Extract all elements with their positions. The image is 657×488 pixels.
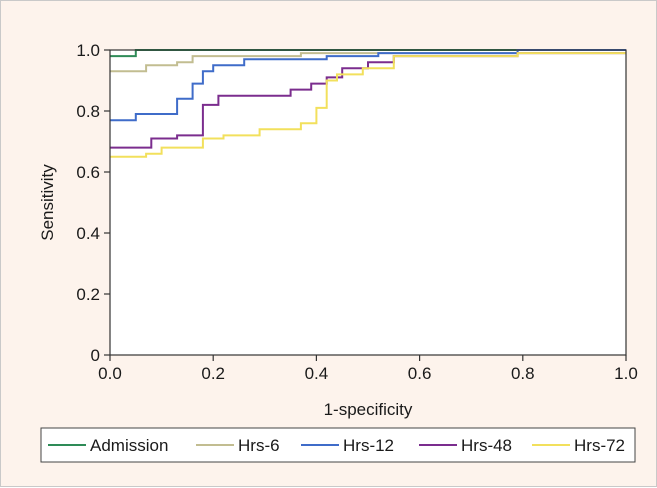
x-tick-label: 1.0 (614, 364, 638, 383)
x-tick-label: 0.2 (201, 364, 225, 383)
legend-label-3: Hrs-48 (461, 436, 512, 455)
legend-label-1: Hrs-6 (238, 436, 280, 455)
plot-area (110, 50, 626, 355)
x-tick-label: 0.4 (305, 364, 329, 383)
y-tick-label: 0.2 (76, 285, 100, 304)
y-tick-label: 1.0 (76, 41, 100, 60)
y-axis-title: Sensitivity (38, 164, 57, 241)
y-tick-label: 0.4 (76, 224, 100, 243)
legend-label-0: Admission (90, 436, 168, 455)
legend-label-4: Hrs-72 (574, 436, 625, 455)
y-tick-label: 0.8 (76, 102, 100, 121)
legend-label-2: Hrs-12 (343, 436, 394, 455)
x-tick-label: 0.6 (408, 364, 432, 383)
x-tick-label: 0.0 (98, 364, 122, 383)
y-tick-label: 0 (91, 346, 100, 365)
y-tick-label: 0.6 (76, 163, 100, 182)
x-axis-title: 1-specificity (324, 400, 413, 419)
x-tick-label: 0.8 (511, 364, 535, 383)
